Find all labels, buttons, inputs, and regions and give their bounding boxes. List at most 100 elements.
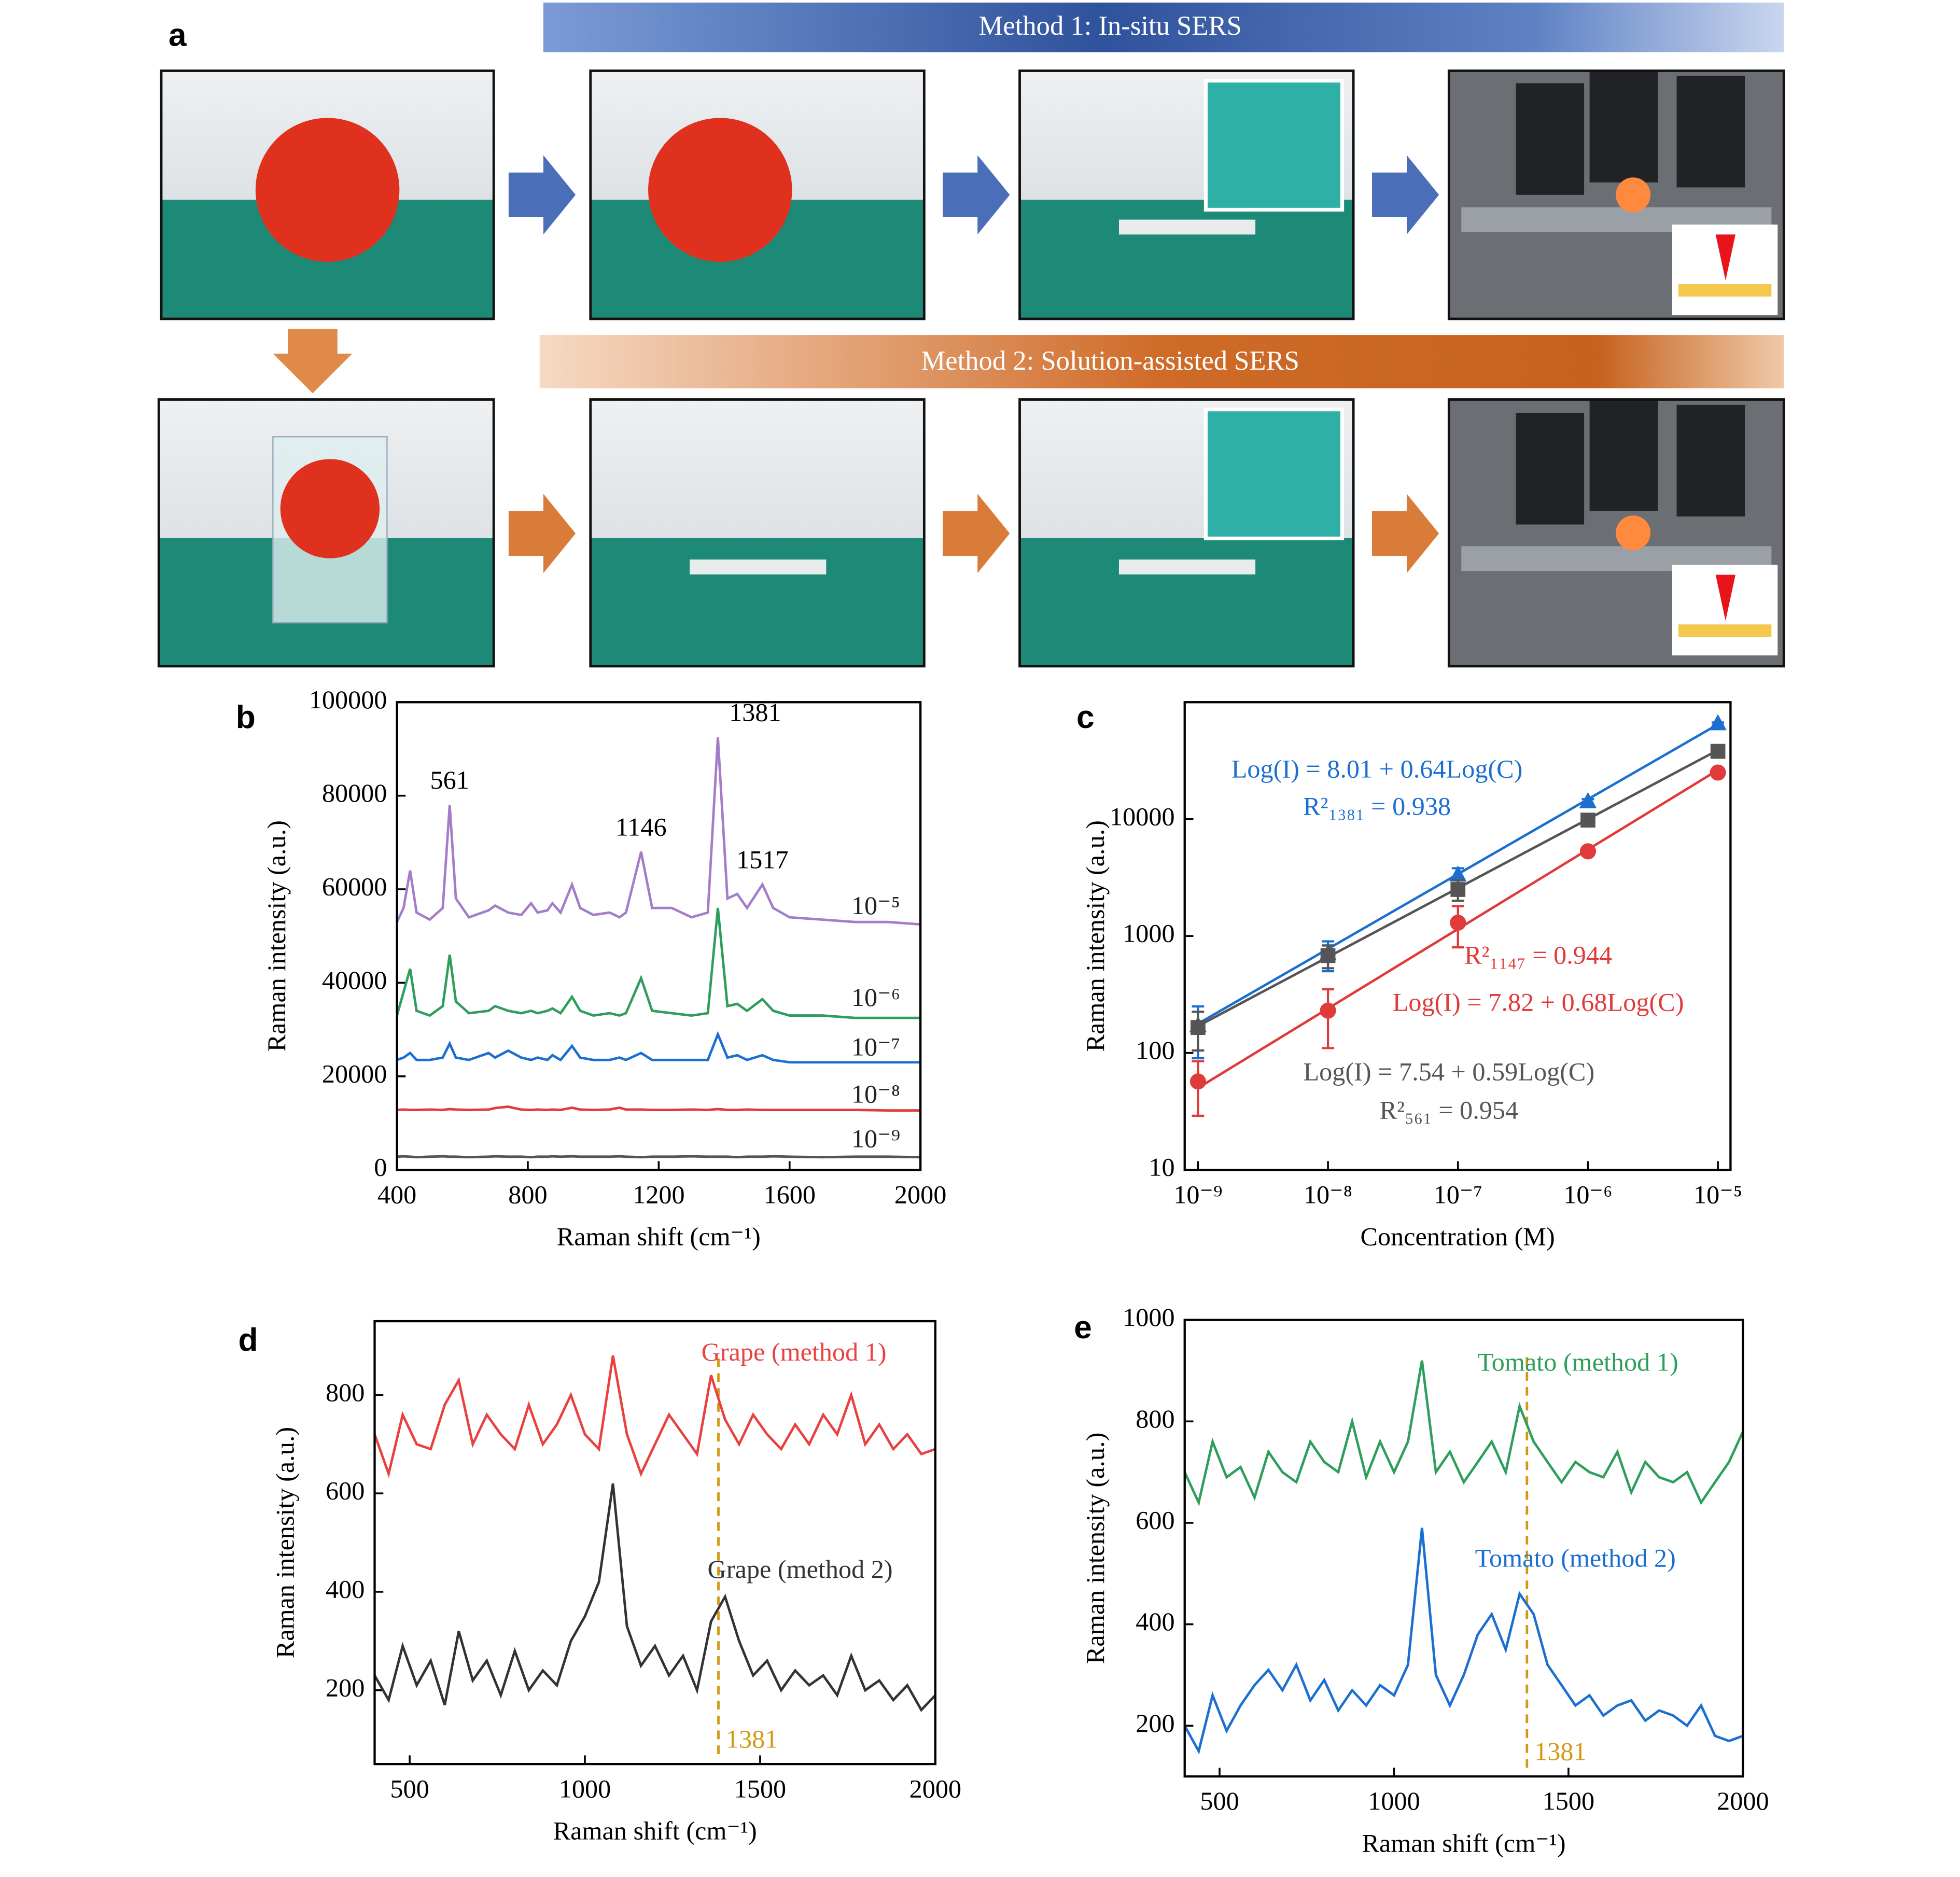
arrow <box>273 329 353 394</box>
x-tick-label: 500 <box>390 1774 429 1803</box>
photo-border <box>1447 398 1785 668</box>
x-axis-label: Raman shift (cm⁻¹) <box>1362 1829 1565 1858</box>
photo <box>1447 398 1785 668</box>
arrow <box>508 494 576 573</box>
x-tick-label: 2000 <box>894 1180 946 1209</box>
photo-border <box>157 398 495 668</box>
spectrum <box>397 1105 921 1112</box>
x-tick-label: 1200 <box>633 1180 684 1209</box>
arrow <box>508 155 576 235</box>
x-axis-label: Raman shift (cm⁻¹) <box>557 1222 761 1251</box>
y-tick-label: 200 <box>326 1673 365 1702</box>
y-tick-label: 400 <box>326 1575 365 1604</box>
arrow <box>1372 155 1439 235</box>
banner <box>539 335 1784 388</box>
laser-cone <box>1715 234 1735 281</box>
y-tick-label: 1000 <box>1123 1302 1174 1332</box>
r-squared: R²₅₆₁ = 0.954 <box>1380 1096 1519 1125</box>
point <box>1320 948 1336 963</box>
series-label: Tomato (method 1) <box>1478 1347 1678 1376</box>
spectrum <box>397 737 921 926</box>
y-tick-label: 200 <box>1136 1708 1174 1738</box>
photo <box>589 69 926 320</box>
y-tick-label: 100 <box>1136 1035 1174 1064</box>
plot-frame <box>396 701 922 1171</box>
spectrum <box>374 1483 935 1712</box>
y-tick-label: 10 <box>1149 1153 1174 1182</box>
tomato <box>255 118 400 262</box>
chart: d 500 1000 1500 2000 200 400 600 800 Raman shift … <box>238 1320 961 1845</box>
peak-label: 1517 <box>736 845 788 874</box>
chart: e 500 1000 1500 2000 200 400 600 800 1000 Raman sh… <box>1074 1302 1769 1857</box>
photo <box>160 69 495 320</box>
tomato <box>280 459 380 558</box>
x-axis-label: Raman shift (cm⁻¹) <box>553 1816 757 1845</box>
objective <box>1589 71 1658 183</box>
y-tick-label: 20000 <box>322 1059 387 1088</box>
y-tick-label: 600 <box>326 1476 365 1505</box>
point <box>1710 764 1726 781</box>
panel-letter: a <box>169 17 187 53</box>
series-label: 10⁻⁷ <box>851 1032 900 1061</box>
y-tick-label: 60000 <box>322 872 387 901</box>
photo-border <box>589 69 926 320</box>
x-tick-label: 1600 <box>764 1180 816 1209</box>
photo-border <box>160 69 495 320</box>
y-tick-label: 400 <box>1136 1607 1174 1636</box>
spectrum <box>397 1155 921 1159</box>
photo-border <box>1447 69 1785 320</box>
objective <box>1676 404 1745 517</box>
objective <box>1676 76 1745 188</box>
x-tick-label: 10⁻⁷ <box>1434 1180 1482 1209</box>
plot-frame <box>373 1320 937 1766</box>
plot-frame <box>1183 1319 1744 1778</box>
spectrum <box>397 907 921 1019</box>
photo-border <box>1018 69 1355 320</box>
spectrum <box>1184 1528 1743 1755</box>
objective <box>1589 399 1658 511</box>
point <box>1449 865 1467 882</box>
photo <box>1018 69 1355 320</box>
series-label: 10⁻⁵ <box>851 891 900 920</box>
photo-table <box>1019 538 1354 666</box>
photo-border <box>589 398 926 668</box>
banner <box>543 2 1784 52</box>
substrate <box>1678 284 1772 297</box>
series-label: 10⁻⁹ <box>851 1124 900 1153</box>
x-axis-label: Concentration (M) <box>1360 1222 1555 1251</box>
y-tick-label: 10000 <box>1110 802 1175 831</box>
equation: Log(I) = 7.54 + 0.59Log(C) <box>1303 1057 1594 1086</box>
equation: Log(I) = 7.82 + 0.68Log(C) <box>1393 988 1684 1017</box>
photo <box>1018 398 1355 668</box>
x-tick-label: 500 <box>1200 1786 1239 1815</box>
point <box>1580 813 1595 828</box>
y-tick-label: 0 <box>374 1153 387 1182</box>
panel-a: a Method 1: In-situ SERS Method 2: Solut… <box>157 2 1785 668</box>
chart: c 10⁻⁹ 10⁻⁸ 10⁻⁷ 10⁻⁶ 10⁻⁵ 10 100 1000 10000 Conce… <box>1076 699 1742 1251</box>
x-tick-label: 10⁻⁹ <box>1173 1180 1222 1209</box>
x-tick-label: 1500 <box>1543 1786 1594 1815</box>
laser-cone <box>1715 575 1735 621</box>
y-axis-label: Raman intensity (a.u.) <box>262 820 291 1052</box>
r-squared: R²₁₁₄₇ = 0.944 <box>1464 941 1612 970</box>
x-tick-label: 10⁻⁸ <box>1304 1180 1352 1209</box>
point <box>1709 714 1727 731</box>
laser <box>1616 177 1651 213</box>
peak-label: 1146 <box>615 812 667 841</box>
y-axis-label: Raman intensity (a.u.) <box>1081 1433 1110 1664</box>
series-label: 10⁻⁸ <box>851 1080 900 1109</box>
y-tick-label: 100000 <box>309 685 387 714</box>
point <box>1579 843 1596 860</box>
photo-border <box>1018 398 1355 668</box>
point <box>1450 882 1466 897</box>
arrow <box>943 494 1010 573</box>
y-axis-label: Raman intensity (a.u.) <box>271 1427 300 1658</box>
series-label: 10⁻⁶ <box>851 983 900 1012</box>
x-tick-label: 400 <box>377 1180 416 1209</box>
y-axis-label: Raman intensity (a.u.) <box>1081 820 1110 1052</box>
marker-label: 1381 <box>726 1725 778 1754</box>
x-tick-label: 10⁻⁶ <box>1563 1180 1612 1209</box>
arrow <box>943 155 1010 235</box>
panel-letter: c <box>1076 699 1095 735</box>
r-squared: R²₁₃₈₁ = 0.938 <box>1303 792 1451 821</box>
